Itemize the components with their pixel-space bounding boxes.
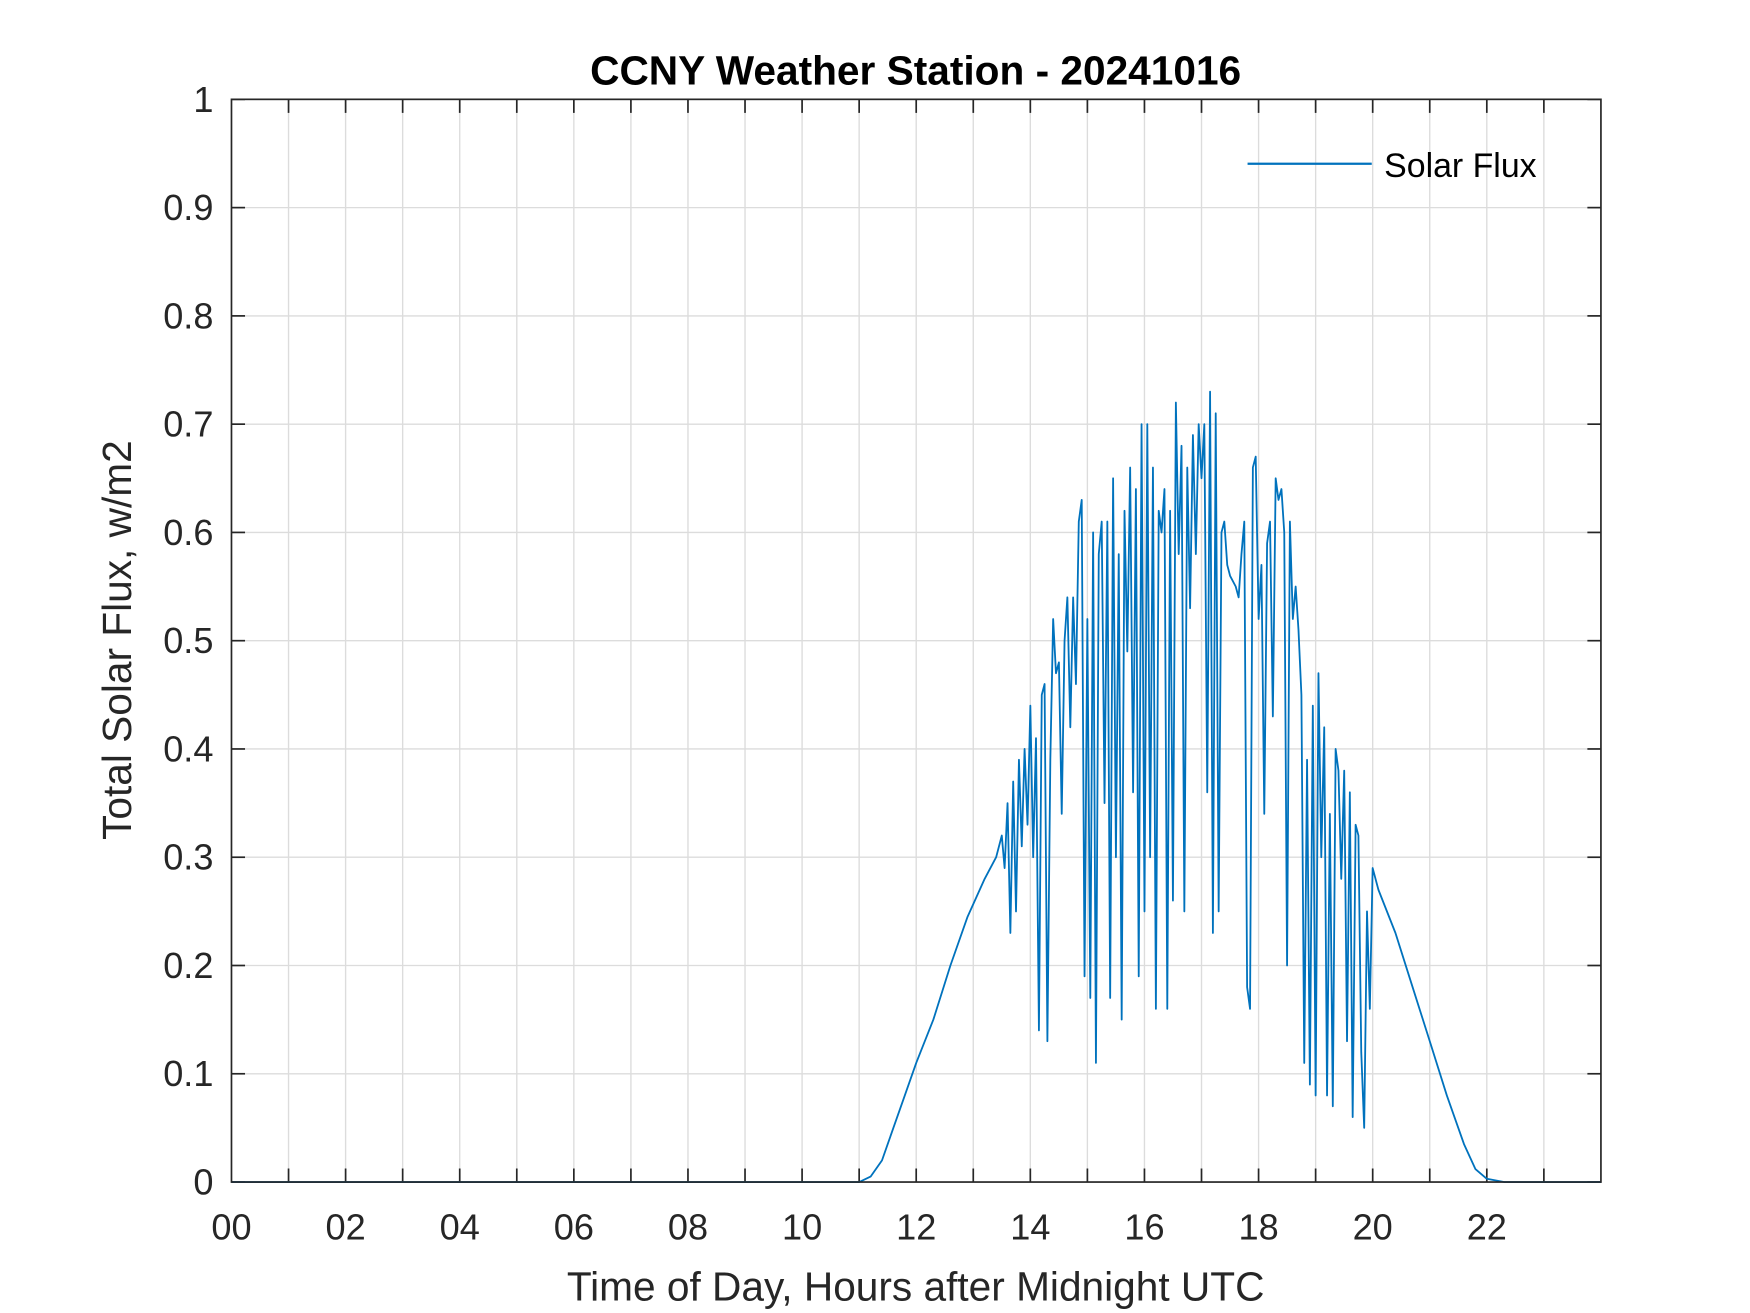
series-line-solar-flux (231, 390, 1601, 1183)
legend: Solar Flux (1247, 147, 1537, 185)
x-tick-label: 02 (326, 1207, 366, 1248)
x-tick-label: 10 (782, 1207, 822, 1248)
y-tick-labels: 0 0.1 0.2 0.3 0.4 0.5 0.6 0.7 0.8 0.9 1 (163, 79, 213, 1203)
y-tick-label: 0.8 (163, 295, 213, 336)
grid-lines (231, 99, 1601, 1183)
y-tick-label: 0.4 (163, 728, 213, 769)
series-layer (231, 390, 1601, 1183)
x-tick-label: 00 (211, 1207, 251, 1248)
chart-title: CCNY Weather Station - 20241016 (590, 48, 1241, 94)
x-tick-label: 04 (440, 1207, 480, 1248)
x-tick-label: 08 (668, 1207, 708, 1248)
x-tick-label: 12 (896, 1207, 936, 1248)
axis-ticks (231, 98, 1601, 1183)
y-tick-label: 0.5 (163, 620, 213, 661)
y-tick-label: 0.9 (163, 187, 213, 228)
y-tick-label: 0.2 (163, 945, 213, 986)
x-tick-label: 20 (1353, 1207, 1393, 1248)
y-tick-label: 0.7 (163, 404, 213, 445)
y-tick-label: 0 (193, 1161, 213, 1202)
y-tick-label: 0.6 (163, 512, 213, 553)
legend-label-solar-flux: Solar Flux (1384, 147, 1536, 185)
x-tick-label: 22 (1467, 1207, 1507, 1248)
x-tick-label: 18 (1238, 1207, 1278, 1248)
axes-box (230, 98, 1602, 1183)
y-tick-label: 0.3 (163, 837, 213, 878)
y-tick-label: 1 (193, 79, 213, 120)
x-tick-label: 16 (1124, 1207, 1164, 1248)
x-axis-label: Time of Day, Hours after Midnight UTC (567, 1264, 1265, 1310)
x-tick-label: 06 (554, 1207, 594, 1248)
x-tick-labels: 00 02 04 06 08 10 12 14 16 18 20 22 (211, 1207, 1506, 1248)
y-tick-label: 0.1 (163, 1053, 213, 1094)
x-tick-label: 14 (1010, 1207, 1050, 1248)
y-axis-label: Total Solar Flux, w/m2 (94, 440, 140, 840)
